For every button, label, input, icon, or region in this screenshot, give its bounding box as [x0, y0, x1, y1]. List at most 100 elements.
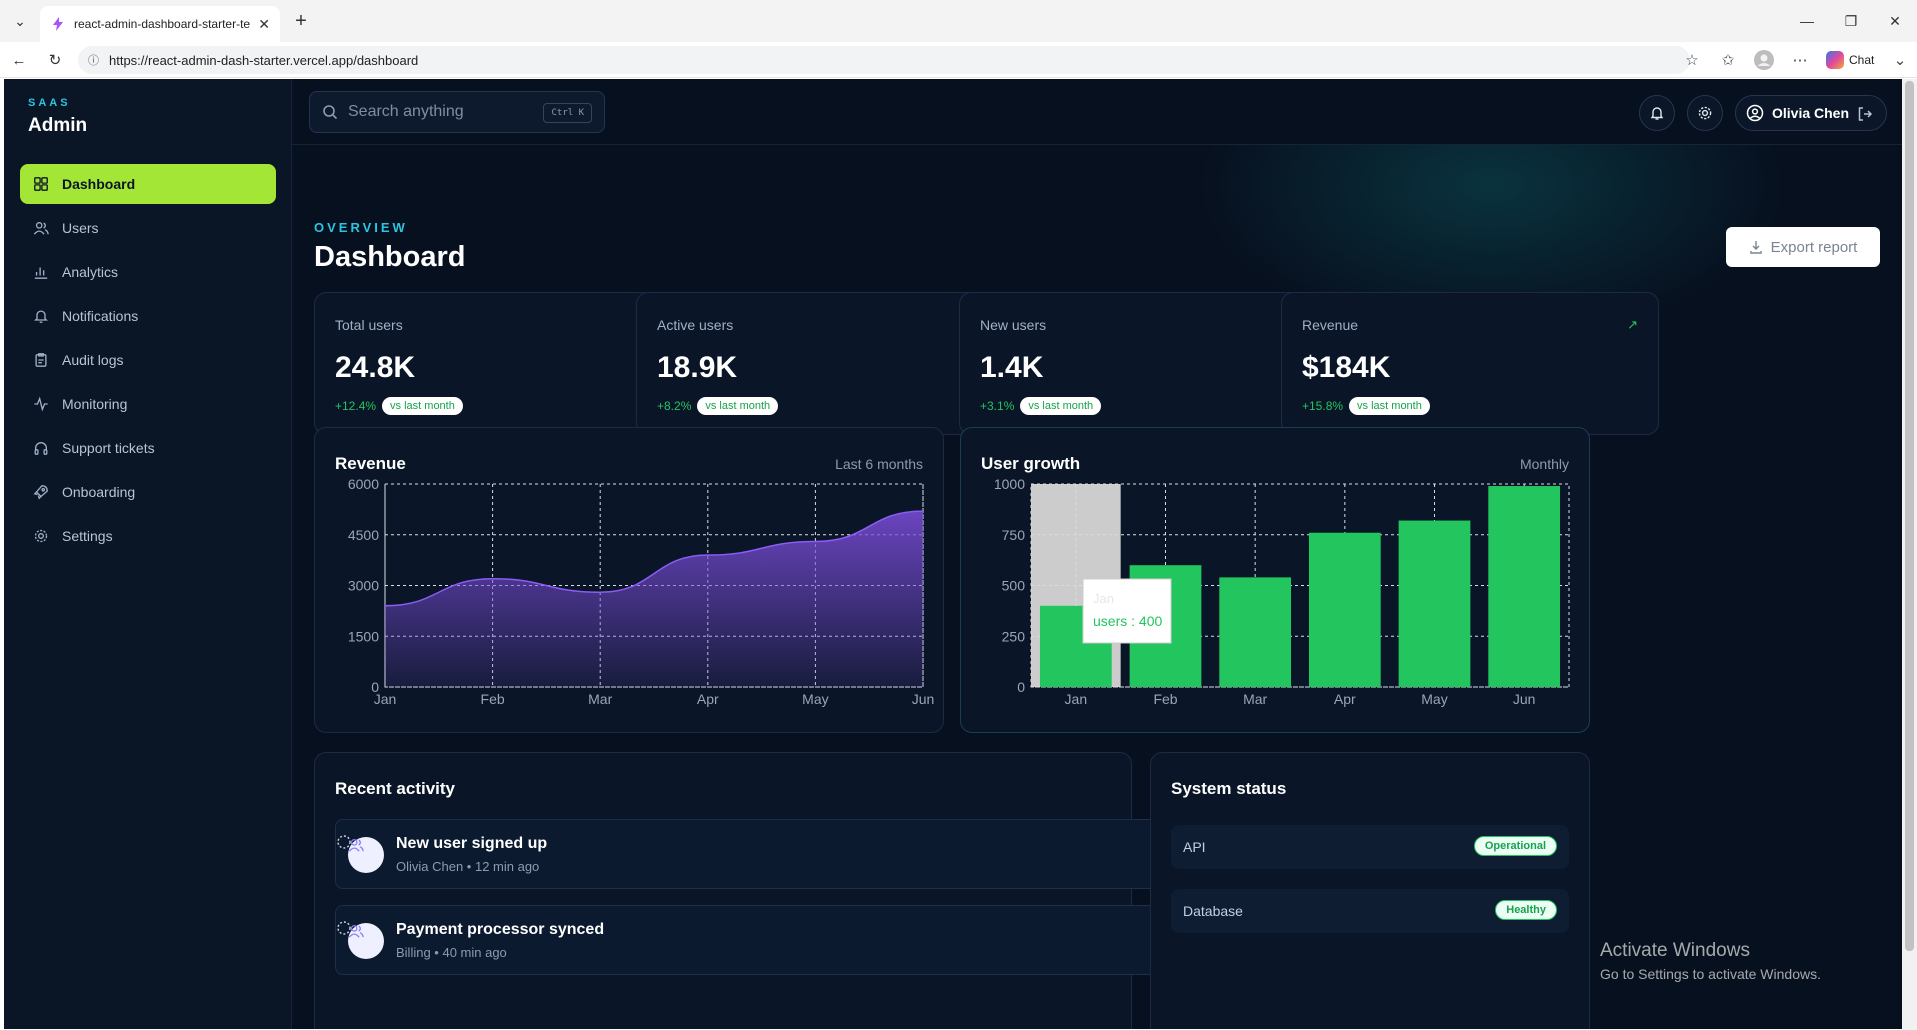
topbar: Search anything Ctrl K Olivia Chen	[292, 79, 1902, 145]
sidebar-item-support-tickets[interactable]: Support tickets	[20, 428, 276, 468]
sidebar-item-label: Dashboard	[62, 176, 136, 192]
activity-meta: Olivia Chen • 12 min ago	[396, 859, 540, 874]
sidebar-item-users[interactable]: Users	[20, 208, 276, 248]
logout-icon[interactable]	[1856, 105, 1874, 123]
reload-button[interactable]: ↻	[48, 52, 62, 69]
user-growth-card-title: User growth	[981, 454, 1081, 473]
kpi-change-note: vs last month	[1349, 397, 1430, 415]
revenue-card-subtitle: Last 6 months	[835, 456, 923, 472]
back-button[interactable]: ←	[11, 51, 27, 69]
browser-tab[interactable]: react-admin-dashboard-starter-te ✕	[40, 6, 280, 42]
copilot-chat-button[interactable]: Chat	[1826, 48, 1874, 72]
status-badge: Operational	[1473, 836, 1557, 856]
sidebar-nav: Dashboard Users Analytics Notifications Audi…	[20, 164, 276, 560]
grid-icon	[32, 175, 50, 193]
system-status-card: System status API Operational Database Heal…	[1150, 752, 1590, 1029]
sidebar-item-dashboard[interactable]: Dashboard	[20, 164, 276, 204]
address-bar: ← ↻ ⓘ https://react-admin-dash-starter.v…	[0, 42, 1917, 78]
sidebar-item-audit-logs[interactable]: Audit logs	[20, 340, 276, 380]
page-scrollbar[interactable]	[1902, 79, 1917, 1030]
sidebar-item-label: Monitoring	[62, 396, 128, 412]
kpi-value: $184K	[1302, 351, 1391, 384]
minimize-button[interactable]: —	[1800, 13, 1814, 29]
gear-icon	[1698, 106, 1712, 120]
sidebar-item-label: Analytics	[62, 264, 119, 280]
kpi-label: New users	[980, 317, 1047, 333]
recent-activity-card: Recent activity New user signed up Olivia…	[314, 752, 1293, 1029]
settings-button[interactable]	[1687, 95, 1723, 131]
users-icon	[32, 219, 50, 237]
user-growth-bar-chart[interactable]: 0 250 500 750 1000 Jan Feb Mar Apr May Jun Jan users…	[961, 428, 1591, 734]
y-tick-label: 3000	[348, 578, 379, 594]
main-content: OVERVIEW Dashboard Export report Total u…	[292, 145, 1902, 1029]
recent-activity-title: Recent activity	[335, 779, 455, 798]
close-tab-icon[interactable]: ✕	[258, 15, 270, 32]
tooltip-box	[1082, 578, 1172, 644]
scrollbar-thumb[interactable]	[1905, 81, 1914, 951]
page-title: Dashboard	[314, 241, 466, 273]
status-row: API Operational	[1171, 825, 1569, 869]
kpi-change-note: vs last month	[1020, 397, 1102, 415]
x-tick-label: Apr	[1334, 691, 1356, 707]
y-tick-label: 0	[1017, 679, 1025, 695]
profile-avatar-icon[interactable]	[1752, 49, 1776, 71]
sidebar-item-onboarding[interactable]: Onboarding	[20, 472, 276, 512]
revenue-series-line	[384, 510, 924, 607]
close-window-button[interactable]: ✕	[1889, 12, 1901, 29]
x-tick-label: Jun	[912, 691, 935, 707]
kpi-change: +8.2% vs last month	[657, 397, 779, 415]
watermark-line2: Go to Settings to activate Windows.	[1600, 966, 1821, 982]
user-growth-bar	[1219, 577, 1292, 687]
kpi-value: 1.4K	[980, 351, 1044, 384]
kpi-change-percent: +12.4%	[335, 399, 377, 413]
new-tab-button[interactable]: +	[295, 9, 307, 32]
chart-tooltip: Jan users : 400	[1082, 578, 1172, 644]
kpi-change-percent: +3.1%	[980, 399, 1015, 413]
sidebar-chevron-icon[interactable]: ⌄	[1893, 52, 1907, 69]
notifications-button[interactable]	[1639, 95, 1675, 131]
site-info-icon[interactable]: ⓘ	[88, 55, 99, 67]
brand-eyebrow: SAAS	[28, 97, 71, 109]
sidebar-item-label: Support tickets	[62, 440, 155, 456]
sidebar-item-settings[interactable]: Settings	[20, 516, 276, 556]
status-badge: Healthy	[1495, 900, 1557, 920]
search-input[interactable]: Search anything Ctrl K	[309, 91, 605, 133]
x-tick-label: Jun	[1513, 691, 1536, 707]
y-tick-label: 4500	[348, 527, 379, 543]
restore-button[interactable]: ❐	[1844, 12, 1858, 29]
sidebar-item-monitoring[interactable]: Monitoring	[20, 384, 276, 424]
revenue-area-chart[interactable]: 0 1500 3000 4500 6000 Jan Feb Mar Apr May Jun	[315, 428, 945, 734]
y-tick-label: 6000	[348, 476, 379, 492]
user-growth-bar	[1488, 486, 1561, 687]
export-label: Export report	[1770, 238, 1858, 256]
activity-users-icon	[348, 837, 384, 873]
export-report-button[interactable]: Export report	[1726, 227, 1880, 267]
activity-item[interactable]: Payment processor synced Billing • 40 min…	[335, 905, 1293, 975]
kpi-value: 18.9K	[657, 351, 738, 384]
sidebar-item-notifications[interactable]: Notifications	[20, 296, 276, 336]
y-tick-label: 1500	[348, 628, 379, 644]
bookmark-star-icon[interactable]: ☆	[1685, 52, 1699, 69]
download-icon	[1749, 241, 1762, 254]
watermark-line1: Activate Windows	[1600, 940, 1750, 961]
revenue-area-fill	[385, 511, 923, 687]
tab-list-chevron-icon[interactable]: ⌄	[14, 12, 26, 29]
sidebar-item-label: Users	[62, 220, 99, 236]
favorites-icon[interactable]: ✩	[1721, 52, 1735, 69]
url-field[interactable]: ⓘ https://react-admin-dash-starter.verce…	[78, 46, 1690, 74]
user-menu[interactable]: Olivia Chen	[1735, 95, 1887, 131]
tooltip-title: Jan	[1093, 591, 1114, 606]
sidebar-item-analytics[interactable]: Analytics	[20, 252, 276, 292]
activity-title: New user signed up	[396, 835, 548, 852]
browser-tab-bar: ⌄ react-admin-dashboard-starter-te ✕ + —…	[0, 0, 1917, 42]
x-tick-label: Feb	[481, 691, 505, 707]
kpi-card: Total users↗24.8K+12.4%vs last month	[314, 292, 692, 435]
activity-item[interactable]: New user signed up Olivia Chen • 12 min a…	[335, 819, 1293, 889]
copilot-icon	[1826, 51, 1844, 69]
kpi-value: 24.8K	[335, 351, 416, 384]
windows-activation-watermark: Activate Windows Go to Settings to activ…	[1600, 940, 1821, 982]
more-menu-icon[interactable]: ⋯	[1792, 52, 1808, 69]
activity-users-icon	[348, 923, 384, 959]
sidebar-item-label: Onboarding	[62, 484, 136, 500]
search-icon	[323, 105, 338, 120]
